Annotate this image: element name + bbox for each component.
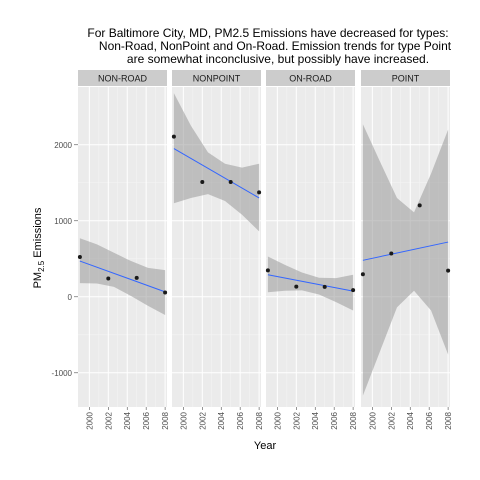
data-point <box>163 290 168 295</box>
chart-title-line-1: For Baltimore City, MD, PM2.5 Emissions … <box>87 26 448 40</box>
x-tick-label: 2006 <box>425 411 434 429</box>
data-point <box>134 275 139 280</box>
x-tick-label: 2000 <box>179 411 188 429</box>
x-axis-title: Year <box>254 440 277 452</box>
confidence-band <box>362 124 449 396</box>
x-tick-label: 2006 <box>142 411 151 429</box>
x-tick-label: 2000 <box>273 411 282 429</box>
panel-strip <box>361 70 450 86</box>
x-tick-label: 2002 <box>104 411 113 429</box>
x-tick-label: 2008 <box>255 411 264 429</box>
y-tick-label: 1000 <box>54 217 72 226</box>
y-axis-title: PM2.5 Emissions <box>32 207 46 288</box>
panel-strip-label: NONPOINT <box>193 74 241 84</box>
x-tick-label: 2000 <box>368 411 377 429</box>
y-axis-title-subscript: 2.5 <box>37 260 46 272</box>
x-tick-label: 2004 <box>311 411 320 429</box>
panel-strip <box>78 70 167 86</box>
x-tick-label: 2008 <box>161 411 170 429</box>
data-point <box>446 268 451 273</box>
chart-title: For Baltimore City, MD, PM2.5 Emissions … <box>87 26 451 66</box>
x-tick-label: 2008 <box>444 411 453 429</box>
data-point <box>171 134 176 139</box>
x-tick-label: 2008 <box>349 411 358 429</box>
y-axis-title-rest: Emissions <box>32 207 44 261</box>
x-tick-label: 2004 <box>406 411 415 429</box>
data-point <box>200 180 205 185</box>
data-point <box>265 268 270 273</box>
x-tick-label: 2006 <box>236 411 245 429</box>
panel-strip-label: ON-ROAD <box>289 74 332 84</box>
x-tick-label: 2004 <box>217 411 226 429</box>
data-point <box>228 180 233 185</box>
trend-line <box>173 148 260 199</box>
data-point <box>360 272 365 277</box>
x-tick-label: 2002 <box>198 411 207 429</box>
panel-background <box>266 87 355 407</box>
panel-strip <box>266 70 355 86</box>
panel-strip <box>172 70 261 86</box>
panel-strip-label: NON-ROAD <box>98 74 147 84</box>
y-tick-label: 2000 <box>54 141 72 150</box>
panel-non-road: NON-ROAD 2000 2002 2004 2006 2008 <box>77 70 170 430</box>
chart-title-line-2: Non-Road, NonPoint and On-Road. Emission… <box>99 39 452 53</box>
data-point <box>257 190 262 195</box>
confidence-band <box>173 93 260 232</box>
data-point <box>417 203 422 208</box>
x-tick-label: 2000 <box>85 411 94 429</box>
data-point <box>106 276 111 281</box>
data-point <box>389 251 394 256</box>
chart-title-line-3: are somewhat inconclusive, but possibly … <box>127 52 429 66</box>
y-axis-title-main: PM <box>32 272 44 289</box>
facet-panels: NON-ROAD 2000 2002 2004 2006 2008 NONPOINT 2000… <box>77 70 453 430</box>
trend-line <box>267 274 354 292</box>
confidence-band <box>267 256 354 311</box>
panel-point: POINT 2000 2002 2004 2006 2008 <box>360 70 453 430</box>
data-point <box>351 288 356 293</box>
panel-nonpoint: NONPOINT 2000 2002 2004 2006 2008 <box>171 70 264 430</box>
x-tick-label: 2002 <box>292 411 301 429</box>
data-point <box>294 284 299 289</box>
x-tick-label: 2002 <box>387 411 396 429</box>
panel-on-road: ON-ROAD 2000 2002 2004 2006 2008 <box>265 70 358 430</box>
data-point <box>77 255 82 260</box>
trend-line <box>79 260 166 293</box>
panel-strip-label: POINT <box>392 74 420 84</box>
x-tick-label: 2006 <box>330 411 339 429</box>
y-tick-label: 0 <box>68 293 73 302</box>
trend-line <box>362 241 449 261</box>
data-point <box>322 284 327 289</box>
y-tick-label: -1000 <box>52 369 73 378</box>
x-tick-label: 2004 <box>123 411 132 429</box>
y-axis: -1000 0 1000 2000 <box>52 141 78 378</box>
